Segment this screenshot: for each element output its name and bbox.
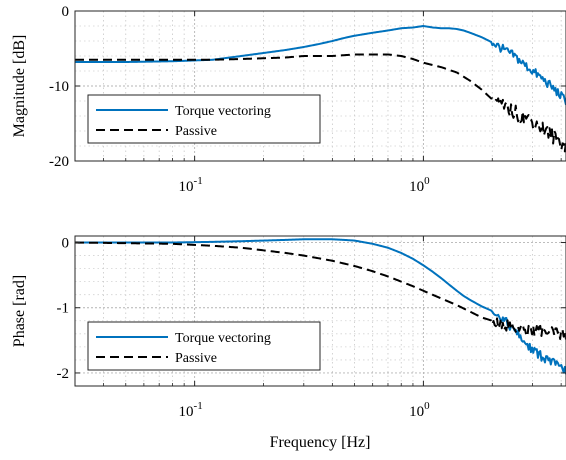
y-tick-label: -10 — [49, 79, 69, 95]
legend-label: Passive — [175, 124, 217, 139]
magnitude-series — [75, 25, 566, 153]
legend-label: Passive — [175, 351, 217, 366]
y-tick-label: 0 — [62, 236, 70, 252]
x-tick-label: 100 — [409, 400, 430, 420]
legend-label: Torque vectoring — [175, 331, 271, 346]
phase-axes-box — [74, 235, 566, 387]
x-tick-exponent: 0 — [424, 175, 430, 187]
magnitude-legend: Torque vectoring Passive — [87, 94, 321, 144]
x-tick-exponent: -1 — [194, 175, 203, 187]
legend-box — [87, 94, 321, 144]
x-tick-exponent: 0 — [424, 400, 430, 412]
phase-ylabel: Phase [rad] — [11, 275, 28, 347]
x-tick-label: 10-1 — [179, 400, 203, 420]
x-tick-exponent: -1 — [194, 400, 203, 412]
passive-line — [75, 241, 566, 340]
torque-vectoring-line — [75, 238, 566, 375]
legend-box — [87, 321, 321, 371]
y-tick-label: 0 — [62, 4, 70, 20]
torque-vectoring-line — [75, 25, 566, 106]
phase-panel: 0 -1 -2 10-1 100 Torque vectoring Passive Pha… — [11, 235, 566, 451]
x-tick-label: 10-1 — [179, 175, 203, 195]
y-tick-label: -2 — [57, 366, 70, 382]
magnitude-ylabel: Magnitude [dB] — [11, 35, 28, 138]
phase-legend: Torque vectoring Passive — [87, 321, 321, 371]
y-tick-label: -20 — [49, 154, 69, 170]
y-tick-label: -1 — [57, 301, 70, 317]
phase-series — [75, 238, 566, 375]
legend-label: Torque vectoring — [175, 104, 271, 119]
passive-line — [75, 53, 566, 153]
frequency-xlabel: Frequency [Hz] — [270, 434, 371, 451]
x-tick-label: 100 — [409, 175, 430, 195]
